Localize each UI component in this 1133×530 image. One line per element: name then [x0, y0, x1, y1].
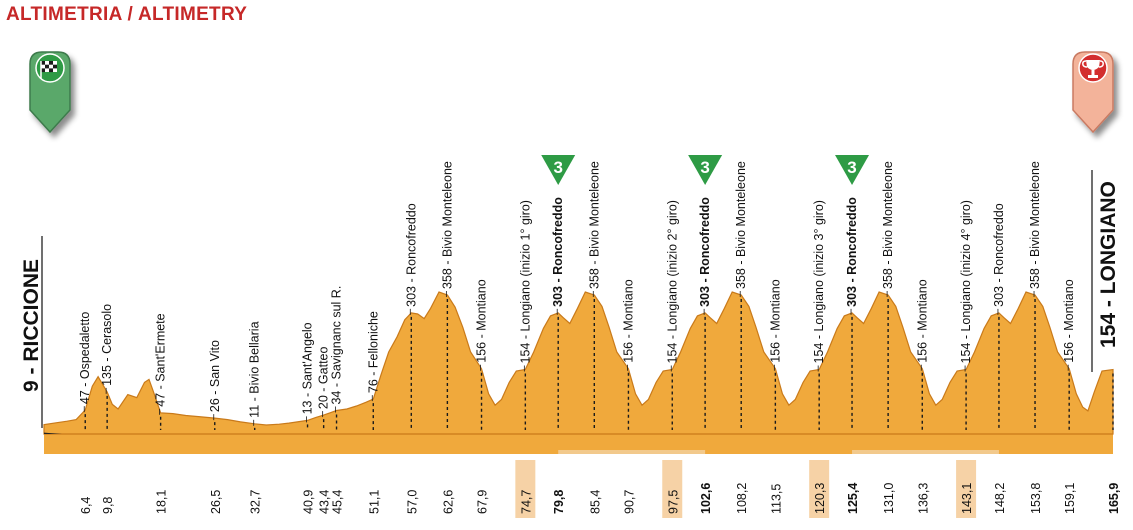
km-label: 108,2 — [735, 483, 749, 514]
km-label: 125,4 — [846, 483, 860, 514]
waypoint-label: 76 - Felloniche — [366, 311, 380, 393]
page-title: ALTIMETRIA / ALTIMETRY — [6, 4, 248, 25]
flag-square — [49, 68, 53, 73]
profile-base — [44, 432, 1113, 454]
flag-square — [53, 64, 57, 69]
checkered-flag-icon — [40, 61, 57, 79]
flag-square — [41, 68, 45, 73]
km-label: 90,7 — [622, 490, 636, 514]
flag-square — [49, 61, 53, 65]
kom-category: 3 — [847, 158, 856, 177]
waypoint-label: 156 - Montiano — [475, 279, 489, 362]
finish-label: 154 - LONGIANO — [1097, 181, 1120, 348]
waypoint-label: 154 - Longiano (inizio 4° giro) — [959, 200, 973, 363]
km-label: 62,6 — [441, 490, 455, 514]
waypoint-label: 156 - Montiano — [621, 279, 635, 362]
waypoint-label: 26 - San Vito — [208, 340, 222, 412]
km-label: 51,1 — [367, 490, 381, 514]
km-label: 32,7 — [249, 490, 263, 514]
km-label: 120,3 — [813, 483, 827, 514]
trophy-stem — [1091, 70, 1095, 75]
waypoint-label: 20 - Gatteo — [317, 346, 331, 409]
waypoint-label: 303 - Roncofreddo — [698, 197, 712, 307]
km-label: 102,6 — [699, 483, 713, 514]
kom-badge — [541, 154, 576, 185]
waypoint-label: 303 - Roncofreddo — [992, 203, 1006, 307]
circuit-band — [558, 450, 706, 454]
km-label: 97,5 — [666, 490, 680, 514]
km-label: 40,9 — [302, 490, 316, 514]
waypoint-label: 47 - Ospedaletto — [78, 312, 92, 404]
km-highlight — [956, 460, 977, 518]
waypoint-label: 154 - Longiano (inizio 3° giro) — [812, 200, 826, 363]
km-label: 43,4 — [318, 490, 332, 514]
waypoint-label: 303 - Roncofreddo — [551, 197, 565, 307]
km-label: 159,1 — [1063, 483, 1077, 514]
km-label: 148,2 — [993, 483, 1007, 514]
waypoint-label: 358 - Bivio Monteleone — [440, 161, 454, 289]
km-label: 136,3 — [916, 483, 930, 514]
km-label: 143,1 — [960, 483, 974, 514]
km-label: 67,9 — [476, 490, 490, 514]
waypoint-label: 11 - Bivio Bellaria — [248, 321, 262, 417]
km-label: 9,8 — [101, 497, 115, 514]
waypoint-label: 47 - Sant'Ermete — [154, 313, 168, 406]
start-label: 9 - RICCIONE — [20, 259, 43, 392]
waypoint-label: 358 - Bivio Monteleone — [587, 161, 601, 289]
waypoint-label: 303 - Roncofreddo — [404, 203, 418, 307]
waypoint-label: 156 - Montiano — [768, 279, 782, 362]
waypoint-label: 34 - Savignanc sul R. — [330, 286, 344, 405]
km-highlight — [515, 460, 536, 518]
waypoint-label: 154 - Longiano (inizio 2° giro) — [665, 200, 679, 363]
start-badge — [29, 51, 71, 134]
start-wedge — [44, 432, 62, 434]
waypoint-label: 358 - Bivio Monteleone — [1028, 161, 1042, 289]
waypoint-label: 135 - Cerasolo — [100, 304, 114, 386]
flag-square — [45, 64, 49, 69]
kom-badge — [835, 154, 870, 185]
km-label: 153,8 — [1029, 483, 1043, 514]
trophy-handle — [1098, 60, 1104, 68]
km-label: 113,5 — [769, 484, 783, 514]
trophy-base — [1088, 75, 1098, 78]
waypoint-label: 303 - Roncofreddo — [845, 197, 859, 307]
km-highlight — [809, 460, 830, 518]
flag-square — [41, 61, 45, 65]
km-label: 79,8 — [552, 490, 566, 514]
km-label: 85,4 — [588, 490, 602, 514]
waypoint-label: 154 - Longiano (inizio 1° giro) — [518, 200, 532, 363]
trophy-cup — [1086, 60, 1100, 70]
kom-category: 3 — [553, 158, 562, 177]
waypoint-label: 358 - Bivio Monteleone — [734, 161, 748, 289]
km-highlight — [662, 460, 683, 518]
trophy-handle — [1082, 60, 1088, 68]
finish-badge — [1072, 51, 1114, 134]
waypoint-label: 13 - Sant'Angelo — [301, 322, 315, 414]
kom-category: 3 — [700, 158, 709, 177]
km-label: 74,7 — [519, 490, 533, 514]
km-label: 6,4 — [79, 497, 93, 514]
waypoint-label: 156 - Montiano — [1062, 279, 1076, 362]
circuit-band — [852, 450, 999, 454]
trophy-icon — [1082, 60, 1104, 78]
elevation-profile — [43, 291, 1114, 435]
km-label: 26,5 — [209, 490, 223, 514]
km-label: 131,0 — [882, 483, 896, 514]
waypoint-label: 156 - Montiano — [915, 279, 929, 362]
waypoint-label: 358 - Bivio Monteleone — [881, 161, 895, 289]
km-label: 57,0 — [405, 490, 419, 514]
km-label: 45,4 — [331, 490, 345, 514]
kom-badge — [688, 154, 723, 185]
km-label: 18,1 — [155, 490, 169, 514]
km-label: 165,9 — [1107, 483, 1121, 514]
